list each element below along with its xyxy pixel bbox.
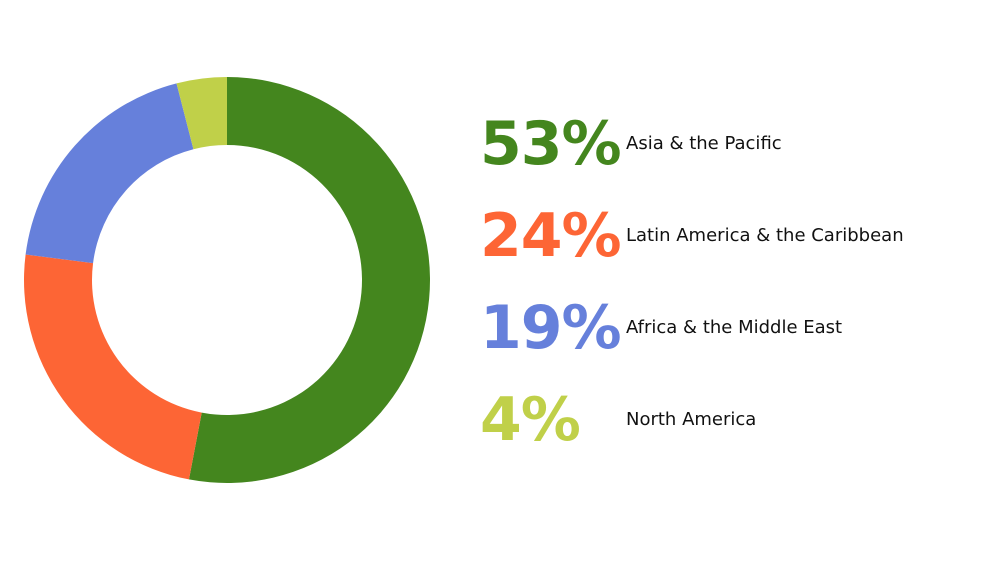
legend-label-latin-america: Latin America & the Caribbean <box>626 225 904 246</box>
legend-value-asia-pacific: 53% <box>480 109 622 179</box>
legend-value-north-america: 4% <box>480 385 581 455</box>
legend-label-north-america: North America <box>626 409 757 430</box>
legend-item: 24% Latin America & the Caribbean <box>480 200 980 292</box>
chart-legend: 53% Asia & the Pacific 24% Latin America… <box>480 108 980 476</box>
donut-slice-north-america <box>176 77 227 150</box>
donut-slice-asia-pacific <box>188 77 431 483</box>
donut-slice-latin-america <box>24 254 202 480</box>
donut-slice-africa-middle-east <box>25 83 194 264</box>
legend-item: 4% North America <box>480 384 980 476</box>
legend-label-asia-pacific: Asia & the Pacific <box>626 133 782 154</box>
legend-item: 53% Asia & the Pacific <box>480 108 980 200</box>
legend-label-africa-middle-east: Africa & the Middle East <box>626 317 843 338</box>
legend-item: 19% Africa & the Middle East <box>480 292 980 384</box>
donut-slices <box>24 77 431 483</box>
legend-value-latin-america: 24% <box>480 201 622 271</box>
legend-value-africa-middle-east: 19% <box>480 293 622 363</box>
